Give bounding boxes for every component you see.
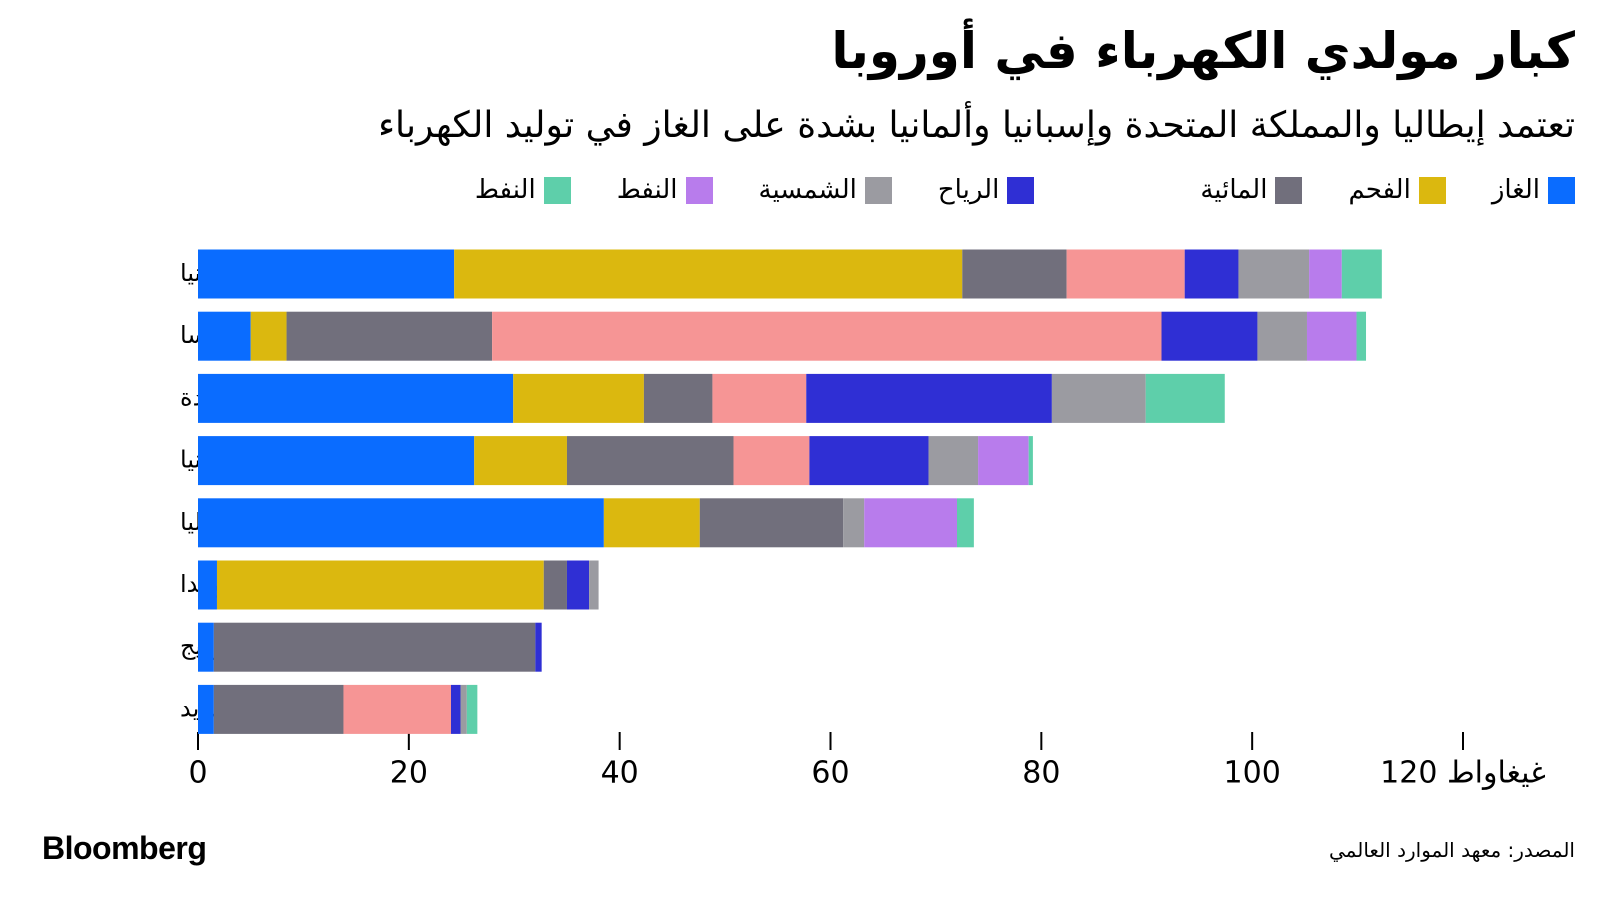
legend-label: الشمسية (758, 175, 857, 205)
chart-subtitle: تعتمد إيطاليا والمملكة المتحدة وإسبانيا … (378, 105, 1575, 146)
legend-swatch (685, 176, 713, 204)
bar-segment (864, 498, 957, 548)
legend-item: النفط (475, 175, 571, 205)
bar-segment (1184, 249, 1239, 299)
legend-label: النفط (616, 175, 678, 205)
bar-segment (928, 436, 979, 486)
bar-segment (1238, 249, 1310, 299)
bar-segment (712, 373, 807, 423)
bar-segment (589, 560, 599, 610)
bar-segment (198, 684, 214, 734)
bar-segment (643, 373, 713, 423)
legend-label: المائية (1200, 175, 1268, 205)
legend-label: الرياح (937, 175, 1000, 205)
legend-item: النفط (617, 175, 713, 205)
bar-segment (451, 684, 461, 734)
bar-segment (198, 311, 251, 361)
legend-label: النفط (474, 175, 536, 205)
bar-segment (474, 436, 567, 486)
x-tick-label: 60 (811, 756, 849, 791)
bar-segment (566, 560, 590, 610)
bar-segment (213, 622, 536, 672)
legend-swatch (1418, 176, 1446, 204)
bar-segment (213, 684, 344, 734)
bar-segment (1257, 311, 1307, 361)
source-note: المصدر: معهد الموارد العالمي (1329, 838, 1575, 862)
bar-segment (454, 249, 963, 299)
bar-segment (957, 498, 974, 548)
bar-segment (978, 436, 1029, 486)
bar-segment (1066, 249, 1185, 299)
legend-item: الرياح (937, 175, 1035, 205)
bar-segment (843, 498, 865, 548)
bar-segment (1306, 311, 1357, 361)
chart-title: كبار مولدي الكهرباء في أوروبا (831, 22, 1575, 80)
bar-segment (198, 436, 475, 486)
bar-segment (466, 684, 478, 734)
bar-segment (1161, 311, 1258, 361)
x-tick-label: 80 (1022, 756, 1060, 791)
legend-label: الغاز (1491, 175, 1540, 205)
legend-item: الشمسية (759, 175, 892, 205)
legend-swatch (543, 176, 571, 204)
bar-segment (198, 373, 514, 423)
bar-segment (733, 436, 810, 486)
bar-segment (1145, 373, 1225, 423)
legend: الغاز الفحم المائية الرياح الشمسية النفط النفط (375, 175, 1575, 205)
legend-swatch (1548, 176, 1575, 204)
bar-segment (492, 311, 1162, 361)
bar-segment (1051, 373, 1146, 423)
bar-segment (1028, 436, 1033, 486)
bar-segment (460, 684, 467, 734)
brand: Bloomberg (42, 830, 207, 866)
bar-segment (1341, 249, 1382, 299)
bar-segment (343, 684, 451, 734)
bar-segment (198, 249, 455, 299)
x-tick-label: 120 غيغاواط (1380, 756, 1546, 791)
x-tick-label: 100 (1224, 756, 1281, 791)
bar-segment (806, 373, 1052, 423)
legend-item: الغاز (1492, 175, 1575, 205)
legend-swatch (1007, 176, 1035, 204)
bar-segment (603, 498, 700, 548)
x-tick-label: 20 (390, 756, 428, 791)
bar-segment (543, 560, 567, 610)
bar-segment (198, 560, 217, 610)
bar-segment (535, 622, 542, 672)
bar-segment (250, 311, 287, 361)
legend-item: المائية (1200, 175, 1303, 205)
bar-segment (962, 249, 1067, 299)
legend-item: الفحم (1348, 175, 1446, 205)
bar-segment (1356, 311, 1367, 361)
bar-segment (513, 373, 644, 423)
bar-segment (198, 622, 214, 672)
bar-segment (809, 436, 929, 486)
bar-segment (286, 311, 493, 361)
legend-label: الفحم (1348, 175, 1411, 205)
bar-segment (566, 436, 734, 486)
x-tick-label: 40 (601, 756, 639, 791)
bar-segment (198, 498, 604, 548)
bar-segment (216, 560, 544, 610)
legend-swatch (1275, 176, 1303, 204)
bar-segment (1309, 249, 1342, 299)
bar-segment (699, 498, 844, 548)
x-tick-label: 0 (188, 756, 207, 791)
legend-swatch (864, 176, 892, 204)
